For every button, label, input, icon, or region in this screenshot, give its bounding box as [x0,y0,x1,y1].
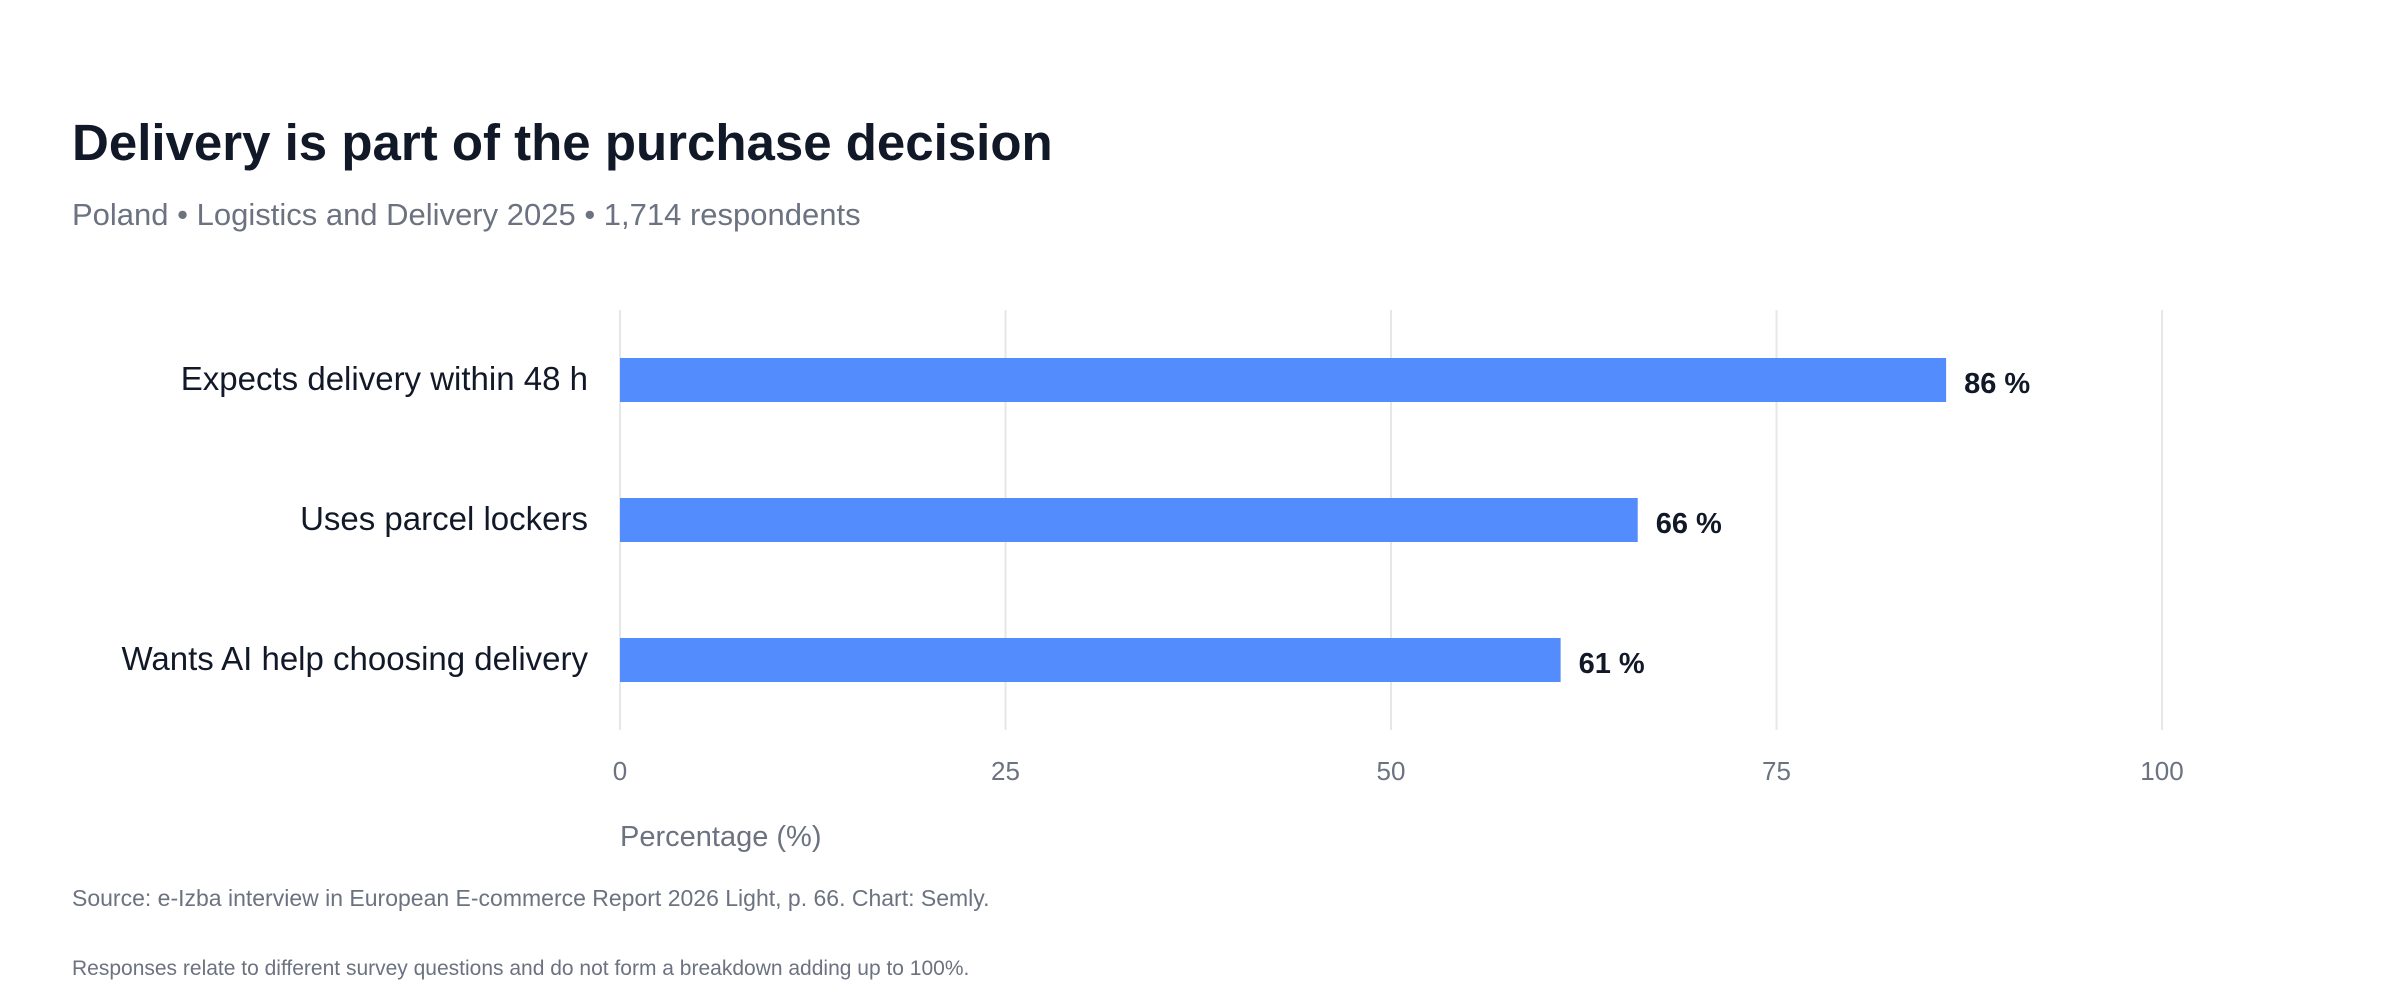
value-label: 61 % [1579,648,1645,680]
bar [620,358,1947,402]
category-label: Uses parcel lockers [300,500,588,537]
bars [620,358,1947,682]
x-tick-label: 50 [1377,756,1406,786]
value-label: 86 % [1964,368,2030,400]
bar-chart: Expects delivery within 48 h Uses parcel … [121,310,2184,853]
category-label: Expects delivery within 48 h [181,360,588,397]
x-axis-ticks: 0 25 50 75 100 [613,756,2184,786]
category-labels: Expects delivery within 48 h Uses parcel … [121,360,588,677]
footnote: Responses relate to different survey que… [72,957,970,980]
x-tick-label: 25 [991,756,1020,786]
bar [620,498,1638,542]
x-axis-label: Percentage (%) [620,821,822,853]
bar [620,638,1561,682]
x-tick-label: 100 [2140,756,2183,786]
x-tick-label: 0 [613,756,627,786]
category-label: Wants AI help choosing delivery [121,640,588,677]
source-note: Source: e-Izba interview in European E-c… [72,885,990,911]
x-tick-label: 75 [1762,756,1791,786]
chart-subtitle: Poland • Logistics and Delivery 2025 • 1… [72,197,861,232]
value-label: 66 % [1656,508,1722,540]
chart-title: Delivery is part of the purchase decisio… [72,114,1053,171]
value-labels: 86 % 66 % 61 % [1579,368,2031,680]
